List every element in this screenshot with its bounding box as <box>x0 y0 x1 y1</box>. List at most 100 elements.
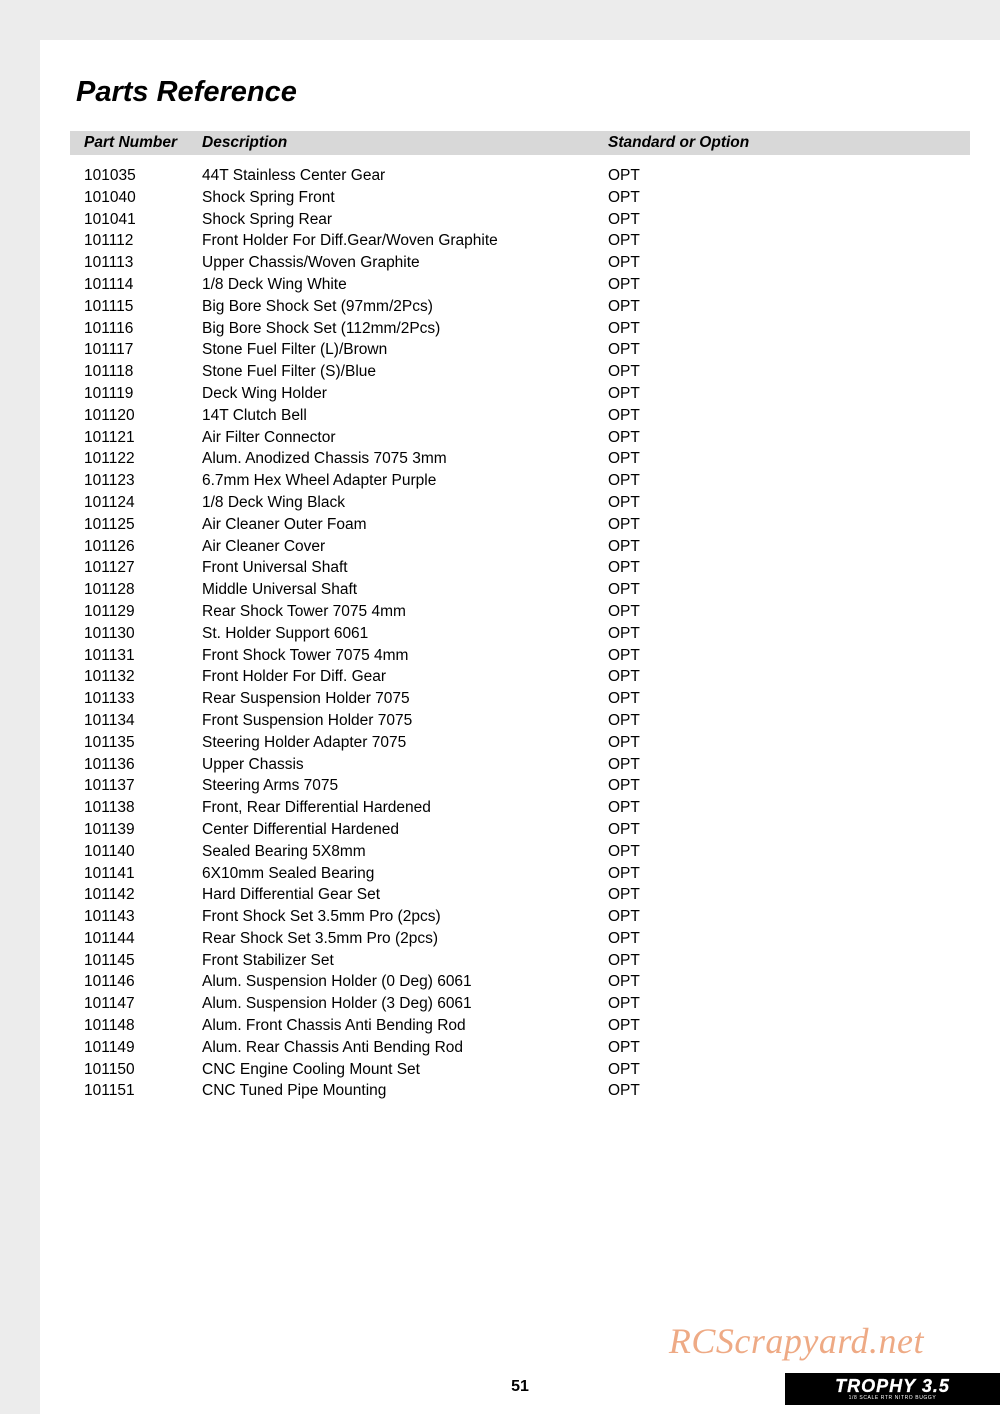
cell-description: Middle Universal Shaft <box>202 579 608 601</box>
table-row: 101151CNC Tuned Pipe MountingOPT <box>84 1080 970 1102</box>
cell-part-number: 101149 <box>84 1037 202 1059</box>
cell-part-number: 101125 <box>84 514 202 536</box>
cell-part-number: 101146 <box>84 971 202 993</box>
cell-description: Alum. Rear Chassis Anti Bending Rod <box>202 1037 608 1059</box>
table-row: 101132Front Holder For Diff. GearOPT <box>84 666 970 688</box>
cell-part-number: 101145 <box>84 950 202 972</box>
cell-description: Rear Suspension Holder 7075 <box>202 688 608 710</box>
cell-description: CNC Engine Cooling Mount Set <box>202 1059 608 1081</box>
cell-option: OPT <box>608 950 640 972</box>
table-row: 101131Front Shock Tower 7075 4mmOPT <box>84 645 970 667</box>
cell-option: OPT <box>608 383 640 405</box>
cell-option: OPT <box>608 928 640 950</box>
table-row: 101140Sealed Bearing 5X8mmOPT <box>84 841 970 863</box>
table-row: 101116Big Bore Shock Set (112mm/2Pcs)OPT <box>84 318 970 340</box>
cell-description: St. Holder Support 6061 <box>202 623 608 645</box>
cell-part-number: 101141 <box>84 863 202 885</box>
table-row: 101130St. Holder Support 6061OPT <box>84 623 970 645</box>
cell-option: OPT <box>608 819 640 841</box>
cell-part-number: 101128 <box>84 579 202 601</box>
cell-part-number: 101133 <box>84 688 202 710</box>
cell-part-number: 101112 <box>84 230 202 252</box>
cell-part-number: 101138 <box>84 797 202 819</box>
logo-sub-text: 1/8 SCALE RTR NITRO BUGGY <box>849 1396 937 1401</box>
cell-option: OPT <box>608 252 640 274</box>
cell-part-number: 101122 <box>84 448 202 470</box>
cell-description: Center Differential Hardened <box>202 819 608 841</box>
cell-option: OPT <box>608 601 640 623</box>
cell-description: Stone Fuel Filter (S)/Blue <box>202 361 608 383</box>
table-row: 101148Alum. Front Chassis Anti Bending R… <box>84 1015 970 1037</box>
page-content: Parts Reference Part Number Description … <box>40 40 1000 1414</box>
cell-option: OPT <box>608 1015 640 1037</box>
cell-part-number: 101119 <box>84 383 202 405</box>
table-row: 101126Air Cleaner CoverOPT <box>84 536 970 558</box>
cell-description: Air Cleaner Outer Foam <box>202 514 608 536</box>
table-row: 101143Front Shock Set 3.5mm Pro (2pcs)OP… <box>84 906 970 928</box>
cell-part-number: 101120 <box>84 405 202 427</box>
cell-part-number: 101117 <box>84 339 202 361</box>
cell-option: OPT <box>608 427 640 449</box>
cell-option: OPT <box>608 187 640 209</box>
table-body: 10103544T Stainless Center GearOPT101040… <box>70 155 970 1102</box>
cell-option: OPT <box>608 797 640 819</box>
cell-option: OPT <box>608 318 640 340</box>
cell-option: OPT <box>608 536 640 558</box>
cell-description: Alum. Anodized Chassis 7075 3mm <box>202 448 608 470</box>
table-row: 101041Shock Spring RearOPT <box>84 209 970 231</box>
cell-part-number: 101115 <box>84 296 202 318</box>
cell-description: Sealed Bearing 5X8mm <box>202 841 608 863</box>
cell-option: OPT <box>608 405 640 427</box>
cell-option: OPT <box>608 863 640 885</box>
cell-part-number: 101127 <box>84 557 202 579</box>
page-title: Parts Reference <box>70 76 970 109</box>
table-row: 101147Alum. Suspension Holder (3 Deg) 60… <box>84 993 970 1015</box>
cell-part-number: 101129 <box>84 601 202 623</box>
table-row: 101121Air Filter ConnectorOPT <box>84 427 970 449</box>
cell-description: Front Stabilizer Set <box>202 950 608 972</box>
table-row: 10103544T Stainless Center GearOPT <box>84 165 970 187</box>
table-row: 1011236.7mm Hex Wheel Adapter PurpleOPT <box>84 470 970 492</box>
table-row: 101118Stone Fuel Filter (S)/BlueOPT <box>84 361 970 383</box>
table-row: 101133Rear Suspension Holder 7075OPT <box>84 688 970 710</box>
table-row: 101119Deck Wing HolderOPT <box>84 383 970 405</box>
table-row: 101144Rear Shock Set 3.5mm Pro (2pcs)OPT <box>84 928 970 950</box>
cell-part-number: 101132 <box>84 666 202 688</box>
table-row: 101125Air Cleaner Outer FoamOPT <box>84 514 970 536</box>
cell-part-number: 101151 <box>84 1080 202 1102</box>
cell-description: Shock Spring Rear <box>202 209 608 231</box>
header-standard-option: Standard or Option <box>608 134 749 152</box>
cell-option: OPT <box>608 993 640 1015</box>
cell-option: OPT <box>608 688 640 710</box>
cell-part-number: 101135 <box>84 732 202 754</box>
table-row: 101040Shock Spring FrontOPT <box>84 187 970 209</box>
cell-option: OPT <box>608 775 640 797</box>
cell-option: OPT <box>608 557 640 579</box>
cell-part-number: 101143 <box>84 906 202 928</box>
table-row: 101149Alum. Rear Chassis Anti Bending Ro… <box>84 1037 970 1059</box>
cell-option: OPT <box>608 884 640 906</box>
cell-part-number: 101150 <box>84 1059 202 1081</box>
page-number: 51 <box>511 1378 529 1396</box>
table-row: 101127Front Universal ShaftOPT <box>84 557 970 579</box>
cell-description: Big Bore Shock Set (112mm/2Pcs) <box>202 318 608 340</box>
table-row: 1011141/8 Deck Wing WhiteOPT <box>84 274 970 296</box>
table-row: 101134Front Suspension Holder 7075OPT <box>84 710 970 732</box>
cell-description: 1/8 Deck Wing White <box>202 274 608 296</box>
cell-option: OPT <box>608 1059 640 1081</box>
cell-description: Front Suspension Holder 7075 <box>202 710 608 732</box>
cell-part-number: 101126 <box>84 536 202 558</box>
cell-part-number: 101113 <box>84 252 202 274</box>
table-row: 10112014T Clutch BellOPT <box>84 405 970 427</box>
header-description: Description <box>202 134 608 152</box>
cell-option: OPT <box>608 971 640 993</box>
cell-part-number: 101041 <box>84 209 202 231</box>
cell-option: OPT <box>608 645 640 667</box>
cell-description: Rear Shock Set 3.5mm Pro (2pcs) <box>202 928 608 950</box>
cell-description: Air Filter Connector <box>202 427 608 449</box>
cell-part-number: 101040 <box>84 187 202 209</box>
cell-description: Shock Spring Front <box>202 187 608 209</box>
cell-description: Front Shock Set 3.5mm Pro (2pcs) <box>202 906 608 928</box>
cell-part-number: 101123 <box>84 470 202 492</box>
table-row: 101150CNC Engine Cooling Mount SetOPT <box>84 1059 970 1081</box>
